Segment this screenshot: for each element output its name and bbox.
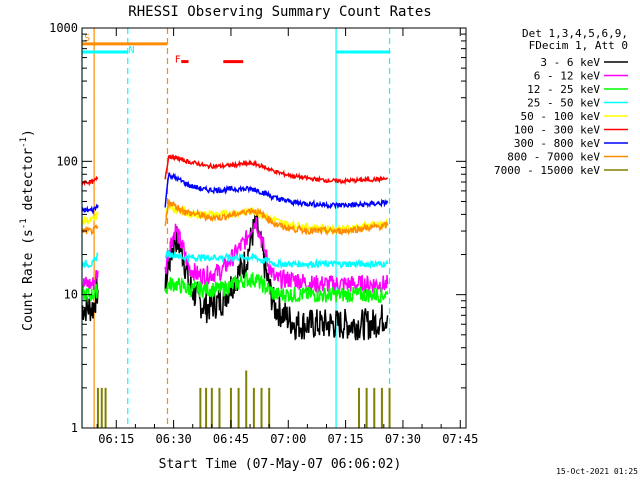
y-axis-label-sup2: -1 [19, 137, 29, 148]
series-trace-5-1 [164, 154, 389, 186]
series-trace-5-0 [81, 175, 99, 187]
series-25-50-kev [81, 249, 389, 270]
axis-ticks: 06:15 06:30 06:45 07:00 07:15 07:30 07:45 1 10 10… [49, 21, 478, 446]
y-tick-label-2: 100 [56, 154, 78, 168]
legend-label-8: 7000 - 15000 keV [494, 164, 600, 177]
footer-timestamp: 15-Oct-2021 01:25 [556, 467, 638, 476]
svg-text:Count Rate (s-1 detector-1): Count Rate (s-1 detector-1) [19, 129, 36, 331]
series-100-300-kev [81, 154, 389, 187]
legend-label-3: 25 - 50 keV [527, 97, 600, 110]
series-trace-6-1 [164, 172, 389, 210]
y-axis-label-sup1: -1 [19, 218, 29, 229]
series-trace-6-0 [81, 203, 99, 215]
legend-label-4: 50 - 100 keV [521, 110, 601, 123]
series-trace-1-1 [164, 216, 389, 294]
series-trace-0-0 [81, 278, 99, 322]
x-axis-label: Start Time (07-May-07 06:06:02) [159, 457, 402, 472]
annotation-f: F [175, 55, 181, 66]
axis-frame: S N F [81, 28, 391, 428]
plot-data [81, 154, 391, 428]
x-tick-label-5: 07:30 [385, 432, 421, 446]
x-tick-label-2: 06:45 [213, 432, 249, 446]
legend-label-5: 100 - 300 keV [514, 124, 600, 137]
y-tick-label-0: 1 [71, 421, 78, 435]
legend-label-6: 300 - 800 keV [514, 137, 600, 150]
annotation-s: S [84, 33, 90, 44]
series-trace-0-1 [164, 211, 389, 341]
series-12-25-kev [81, 270, 389, 304]
legend-header-0: Det 1,3,4,5,6,9, [522, 27, 628, 40]
series-trace-2-1 [164, 270, 389, 304]
series-300-800-kev [81, 172, 389, 215]
y-axis-label: Count Rate (s-1 detector-1) [19, 129, 36, 331]
x-tick-label-3: 07:00 [270, 432, 306, 446]
plot-frame [81, 27, 467, 429]
x-tick-label-4: 07:15 [328, 432, 364, 446]
y-tick-label-3: 1000 [49, 21, 78, 35]
legend: Det 1,3,4,5,6,9,FDecim 1, Att 0 3 - 6 keV… [494, 27, 628, 177]
y-tick-label-1: 10 [64, 288, 78, 302]
series-6-12-kev [81, 216, 389, 294]
legend-label-7: 800 - 7000 keV [507, 151, 600, 164]
series-trace-3-1 [164, 249, 389, 270]
x-tick-label-1: 06:30 [156, 432, 192, 446]
legend-label-1: 6 - 12 keV [534, 70, 601, 83]
series-trace-3-0 [81, 251, 99, 269]
series-trace-1-0 [81, 270, 99, 292]
series-trace-7-0 [81, 224, 99, 236]
annotation-n: N [129, 45, 135, 56]
legend-label-2: 12 - 25 keV [527, 83, 600, 96]
y-axis-label-mid: detector [21, 148, 36, 219]
legend-label-0: 3 - 6 keV [540, 56, 600, 69]
y-axis-label-main: Count Rate (s [21, 229, 36, 331]
y-axis-label-end: ) [21, 129, 36, 137]
x-tick-label-0: 06:15 [98, 432, 134, 446]
series-trace-2-0 [81, 283, 99, 302]
chart-title: RHESSI Observing Summary Count Rates [128, 4, 431, 20]
series-trace-4-0 [81, 210, 99, 226]
x-tick-label-6: 07:45 [442, 432, 478, 446]
series-800-7000-kev [81, 199, 389, 237]
series-7000-15000-kev [96, 370, 391, 428]
series-trace-7-1 [164, 199, 389, 237]
legend-header-1: FDecim 1, Att 0 [529, 39, 628, 52]
series-3-6-kev [81, 211, 389, 341]
